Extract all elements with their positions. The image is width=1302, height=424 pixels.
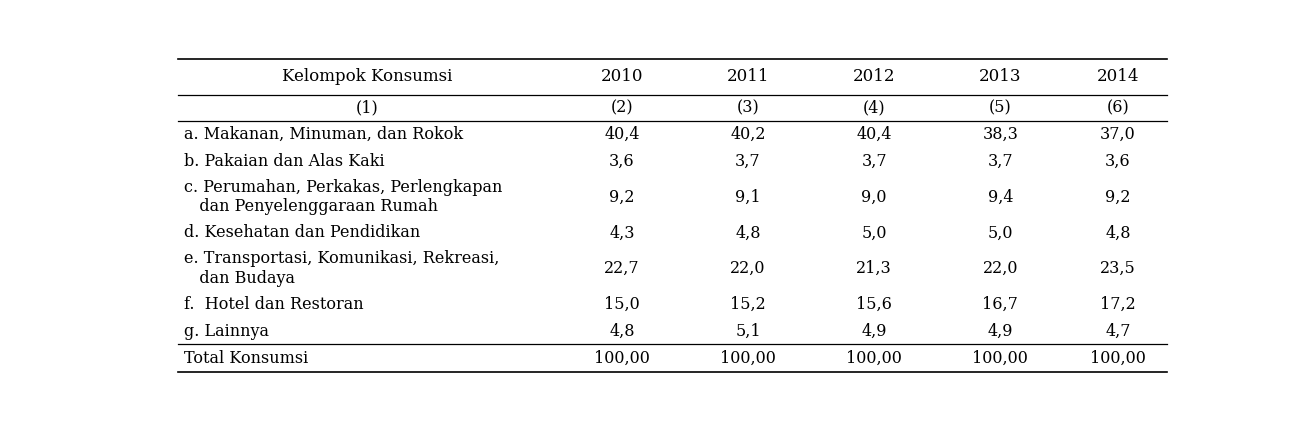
Text: 40,2: 40,2 — [730, 126, 766, 143]
Text: (5): (5) — [990, 100, 1012, 117]
Text: 3,7: 3,7 — [862, 153, 887, 170]
Text: 2012: 2012 — [853, 68, 896, 86]
Text: 4,9: 4,9 — [862, 323, 887, 340]
Text: (2): (2) — [611, 100, 633, 117]
Text: 2010: 2010 — [600, 68, 643, 86]
Text: d. Kesehatan dan Pendidikan: d. Kesehatan dan Pendidikan — [184, 224, 421, 241]
Text: 37,0: 37,0 — [1100, 126, 1135, 143]
Text: 23,5: 23,5 — [1100, 260, 1135, 277]
Text: a. Makanan, Minuman, dan Rokok: a. Makanan, Minuman, dan Rokok — [184, 126, 464, 143]
Text: 4,8: 4,8 — [609, 323, 634, 340]
Text: 2011: 2011 — [727, 68, 769, 86]
Text: 100,00: 100,00 — [594, 350, 650, 367]
Text: 2014: 2014 — [1096, 68, 1139, 86]
Text: 9,4: 9,4 — [987, 189, 1013, 206]
Text: 16,7: 16,7 — [982, 296, 1018, 313]
Text: 4,8: 4,8 — [1105, 224, 1130, 241]
Text: 3,6: 3,6 — [609, 153, 634, 170]
Text: 9,2: 9,2 — [1105, 189, 1130, 206]
Text: 38,3: 38,3 — [982, 126, 1018, 143]
Text: 5,0: 5,0 — [987, 224, 1013, 241]
Text: 3,7: 3,7 — [736, 153, 760, 170]
Text: 15,6: 15,6 — [857, 296, 892, 313]
Text: 4,8: 4,8 — [736, 224, 760, 241]
Text: c. Perumahan, Perkakas, Perlengkapan
   dan Penyelenggaraan Rumah: c. Perumahan, Perkakas, Perlengkapan dan… — [184, 179, 503, 215]
Text: 15,2: 15,2 — [730, 296, 766, 313]
Text: Total Konsumsi: Total Konsumsi — [184, 350, 309, 367]
Text: 22,7: 22,7 — [604, 260, 639, 277]
Text: 100,00: 100,00 — [846, 350, 902, 367]
Text: 21,3: 21,3 — [857, 260, 892, 277]
Text: (1): (1) — [355, 100, 379, 117]
Text: 3,6: 3,6 — [1105, 153, 1130, 170]
Text: Kelompok Konsumsi: Kelompok Konsumsi — [283, 68, 452, 86]
Text: 9,1: 9,1 — [736, 189, 760, 206]
Text: 3,7: 3,7 — [987, 153, 1013, 170]
Text: 4,3: 4,3 — [609, 224, 634, 241]
Text: 15,0: 15,0 — [604, 296, 639, 313]
Text: 5,1: 5,1 — [736, 323, 760, 340]
Text: 9,0: 9,0 — [862, 189, 887, 206]
Text: f.  Hotel dan Restoran: f. Hotel dan Restoran — [184, 296, 363, 313]
Text: 9,2: 9,2 — [609, 189, 634, 206]
Text: e. Transportasi, Komunikasi, Rekreasi,
   dan Budaya: e. Transportasi, Komunikasi, Rekreasi, d… — [184, 251, 499, 287]
Text: 2013: 2013 — [979, 68, 1022, 86]
Text: 4,7: 4,7 — [1105, 323, 1130, 340]
Text: 40,4: 40,4 — [604, 126, 639, 143]
Text: 4,9: 4,9 — [987, 323, 1013, 340]
Text: (3): (3) — [737, 100, 759, 117]
Text: 17,2: 17,2 — [1100, 296, 1135, 313]
Text: 22,0: 22,0 — [983, 260, 1018, 277]
Text: 100,00: 100,00 — [1090, 350, 1146, 367]
Text: 100,00: 100,00 — [973, 350, 1029, 367]
Text: 22,0: 22,0 — [730, 260, 766, 277]
Text: 5,0: 5,0 — [862, 224, 887, 241]
Text: b. Pakaian dan Alas Kaki: b. Pakaian dan Alas Kaki — [184, 153, 384, 170]
Text: (6): (6) — [1107, 100, 1129, 117]
Text: (4): (4) — [863, 100, 885, 117]
Text: 100,00: 100,00 — [720, 350, 776, 367]
Text: 40,4: 40,4 — [857, 126, 892, 143]
Text: g. Lainnya: g. Lainnya — [184, 323, 270, 340]
